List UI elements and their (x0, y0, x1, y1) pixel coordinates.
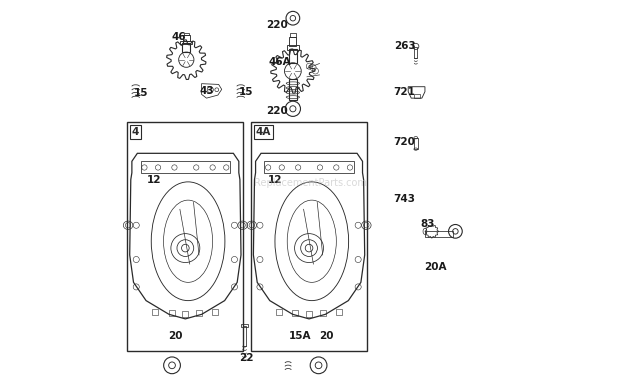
Text: 12: 12 (267, 175, 282, 185)
Bar (184, 33, 189, 36)
Bar (425, 231, 453, 238)
Bar (251, 123, 367, 351)
Bar (180, 40, 192, 44)
Bar (242, 326, 246, 346)
Bar (169, 310, 175, 316)
Text: 15: 15 (239, 87, 253, 97)
Text: 83: 83 (420, 220, 435, 230)
Text: 743: 743 (394, 194, 416, 204)
Bar (290, 33, 296, 37)
Text: 46A: 46A (268, 57, 291, 66)
Bar (287, 45, 299, 50)
Text: 20: 20 (169, 332, 183, 342)
Bar (183, 35, 190, 41)
Bar (289, 49, 297, 63)
Bar (414, 47, 417, 58)
Bar (182, 43, 190, 52)
Text: 220: 220 (266, 106, 288, 116)
Bar (289, 79, 297, 100)
Text: 15: 15 (134, 88, 149, 98)
Text: 20A: 20A (424, 262, 446, 272)
Text: 43: 43 (200, 86, 215, 96)
Text: 220: 220 (266, 20, 288, 31)
Bar (290, 37, 296, 46)
Text: 263: 263 (394, 41, 415, 51)
Bar (306, 311, 312, 317)
Text: 12: 12 (147, 175, 162, 185)
Bar (127, 123, 244, 351)
Text: 4A: 4A (255, 127, 271, 137)
Bar (196, 310, 202, 316)
Text: 46: 46 (172, 32, 187, 42)
Text: 720: 720 (394, 137, 415, 147)
Bar (336, 309, 342, 315)
Bar (293, 310, 298, 316)
Text: 20: 20 (319, 332, 334, 342)
Bar (153, 309, 158, 315)
Text: ReplacementParts.com: ReplacementParts.com (254, 178, 366, 188)
Text: 15A: 15A (289, 332, 312, 342)
Bar (212, 309, 218, 315)
Bar (276, 309, 282, 315)
Bar (242, 324, 247, 327)
Bar (182, 311, 188, 317)
Bar (320, 310, 326, 316)
Text: 22: 22 (239, 353, 254, 363)
Bar (414, 138, 418, 149)
Text: 4: 4 (132, 127, 140, 137)
Text: 721: 721 (394, 87, 415, 97)
Bar (414, 94, 420, 98)
